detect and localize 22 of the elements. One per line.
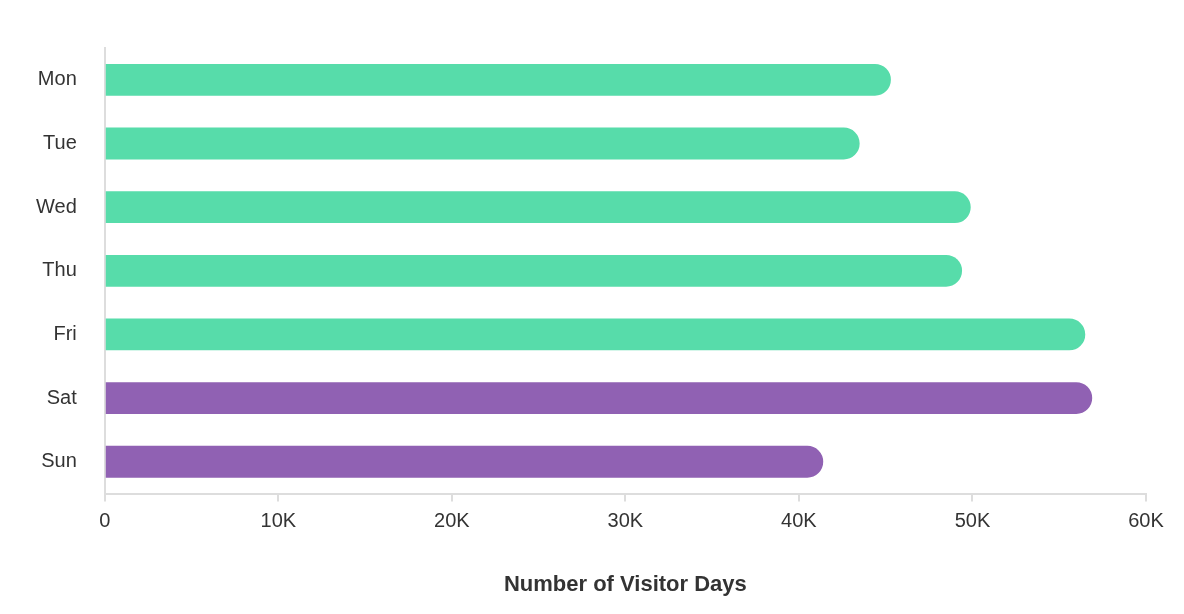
- bar: [105, 127, 860, 160]
- bar: [105, 445, 824, 478]
- bar: [105, 63, 891, 96]
- x-tick-label: 30K: [607, 509, 644, 532]
- y-tick-label: Tue: [43, 131, 77, 153]
- y-tick-label: Sat: [46, 385, 78, 408]
- y-tick-label: Sun: [41, 449, 77, 472]
- y-tick-label: Fri: [53, 321, 77, 344]
- bar: [105, 318, 1086, 351]
- x-tick-label: 10K: [260, 509, 297, 532]
- x-tick-label: 60K: [1128, 509, 1165, 532]
- x-axis-title: Number of Visitor Days: [503, 570, 747, 596]
- y-tick-label: Mon: [37, 67, 77, 90]
- x-tick-label: 0: [99, 509, 111, 532]
- y-tick-label: Wed: [36, 194, 77, 217]
- y-tick-label: Thu: [42, 258, 77, 281]
- bar: [105, 382, 1093, 415]
- x-tick-label: 40K: [781, 509, 818, 532]
- x-tick-label: 20K: [434, 509, 471, 532]
- bar: [105, 254, 963, 287]
- x-tick-label: 50K: [954, 509, 991, 532]
- bar: [105, 191, 971, 224]
